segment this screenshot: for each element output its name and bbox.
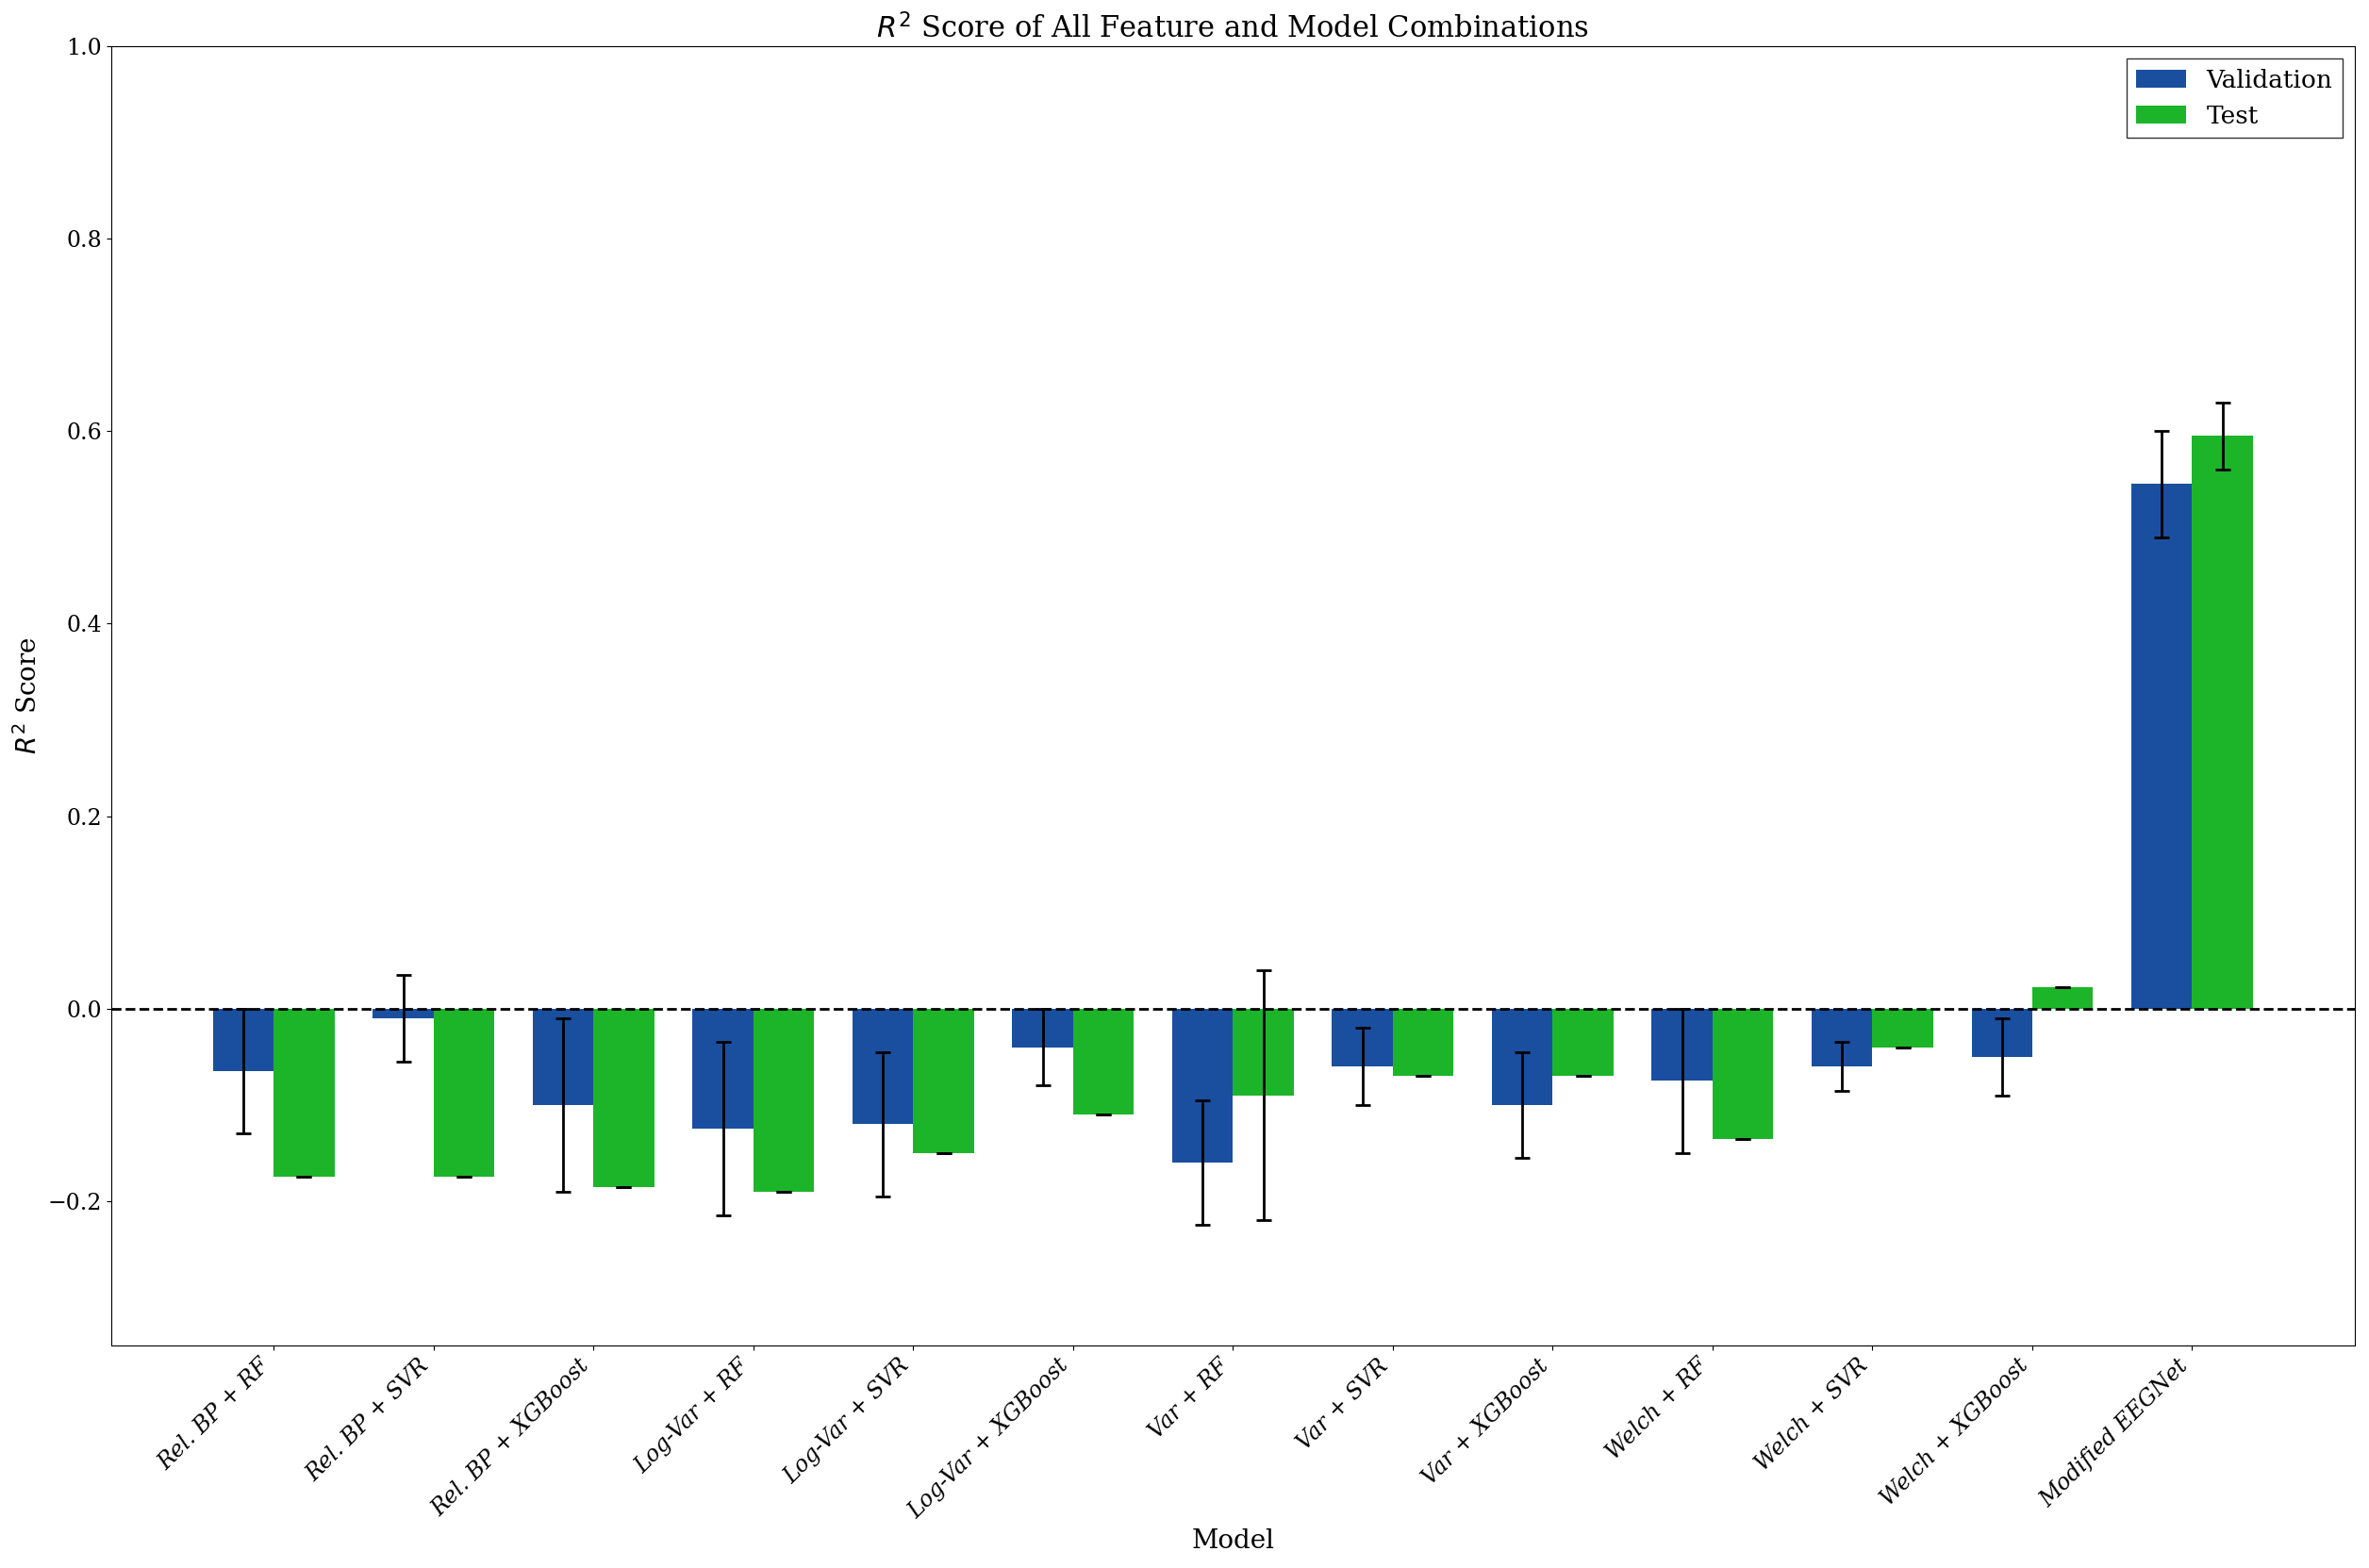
Bar <box>1232 1008 1293 1096</box>
Bar <box>2191 436 2253 1008</box>
Bar <box>1552 1008 1613 1076</box>
Bar <box>1971 1008 2033 1057</box>
Bar <box>434 1008 495 1178</box>
Title: $R^2$ Score of All Feature and Model Combinations: $R^2$ Score of All Feature and Model Com… <box>877 14 1590 45</box>
Bar <box>1173 1008 1232 1162</box>
Bar <box>1073 1008 1135 1115</box>
X-axis label: Model: Model <box>1192 1529 1275 1554</box>
Bar <box>853 1008 912 1124</box>
Bar <box>1012 1008 1073 1047</box>
Y-axis label: $R^2$ Score: $R^2$ Score <box>14 637 43 754</box>
Bar <box>372 1008 434 1018</box>
Bar <box>595 1008 654 1187</box>
Bar <box>2132 485 2191 1008</box>
Legend: Validation, Test: Validation, Test <box>2127 58 2343 138</box>
Bar <box>275 1008 334 1178</box>
Bar <box>213 1008 275 1071</box>
Bar <box>533 1008 595 1105</box>
Bar <box>1812 1008 1872 1066</box>
Bar <box>1651 1008 1713 1080</box>
Bar <box>912 1008 974 1152</box>
Bar <box>692 1008 753 1129</box>
Bar <box>1393 1008 1455 1076</box>
Bar <box>753 1008 815 1192</box>
Bar <box>2033 988 2092 1008</box>
Bar <box>1492 1008 1552 1105</box>
Bar <box>1713 1008 1774 1138</box>
Bar <box>1331 1008 1393 1066</box>
Bar <box>1872 1008 1933 1047</box>
